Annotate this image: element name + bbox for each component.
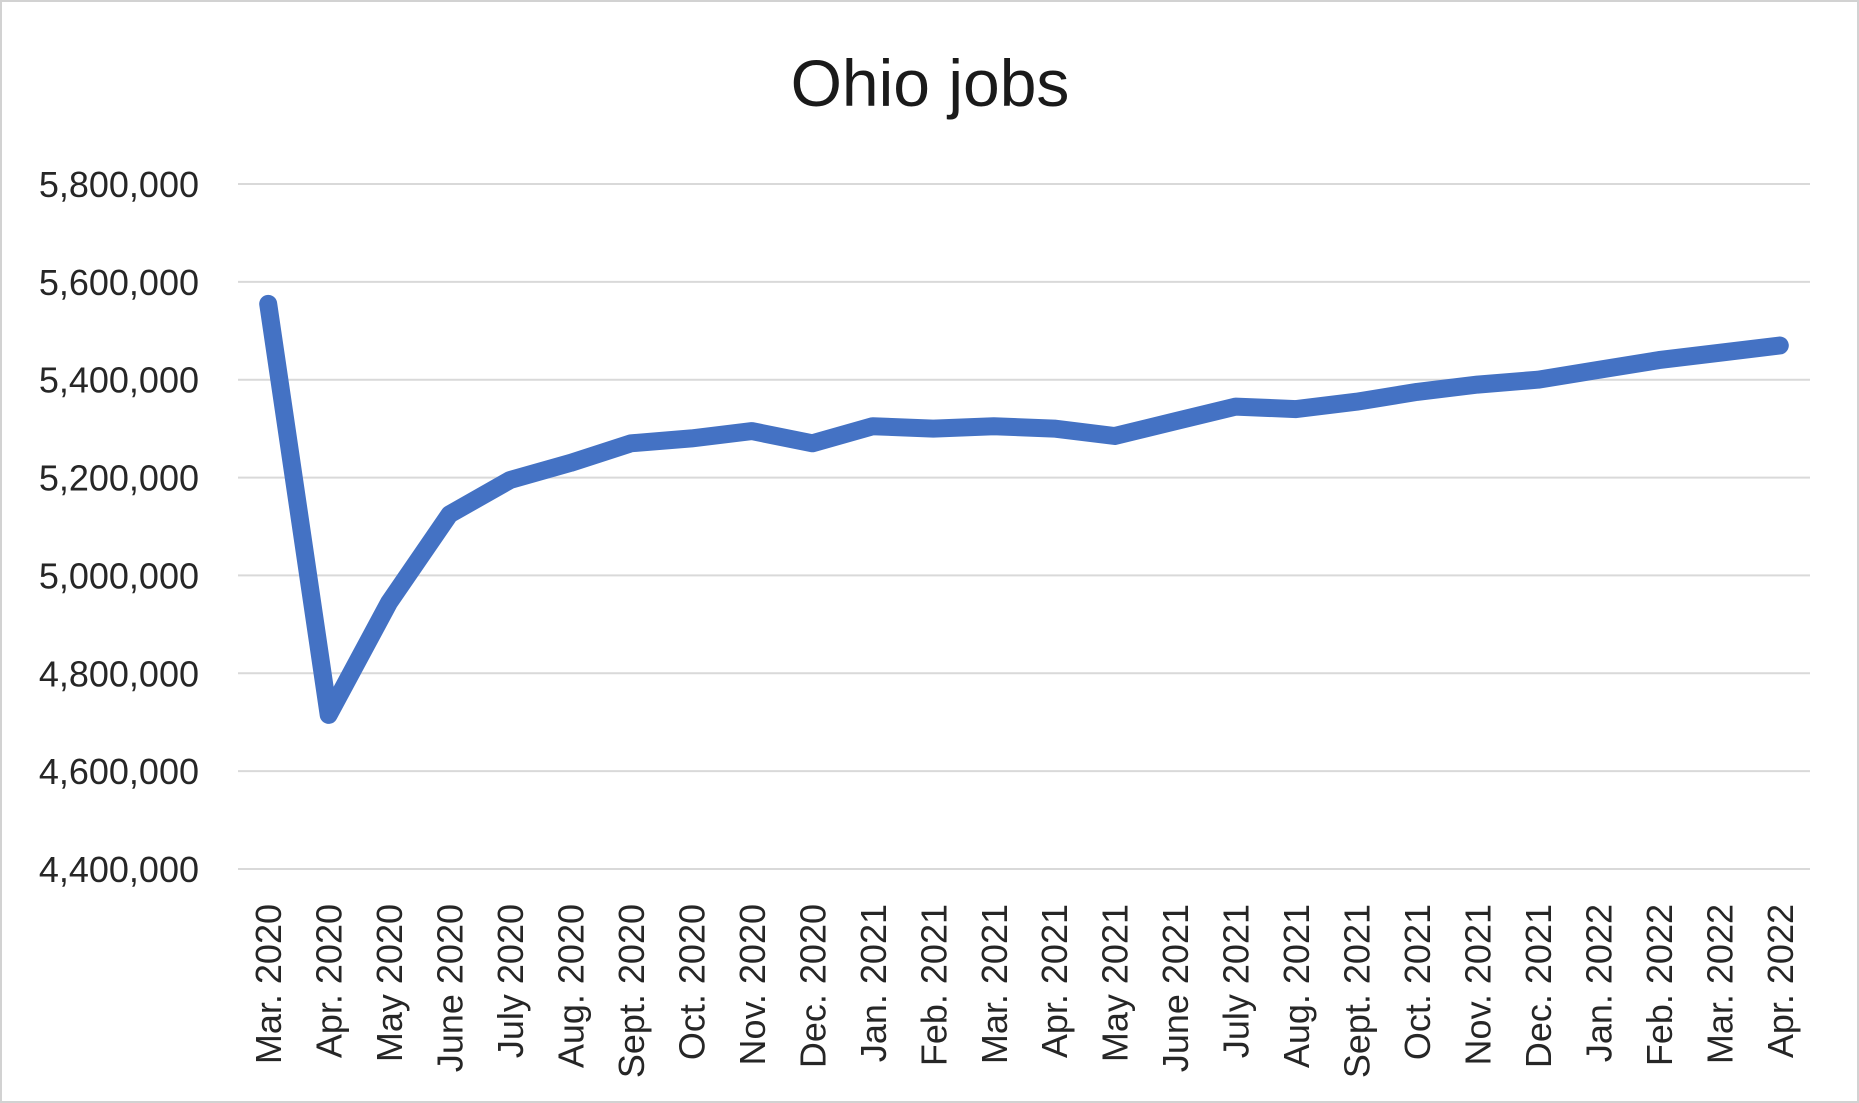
x-axis-tick-label: Nov. 2021 xyxy=(1457,904,1498,1065)
x-axis-tick-label: May 2020 xyxy=(369,904,410,1062)
y-axis-tick-label: 5,200,000 xyxy=(39,458,199,499)
x-axis-tick-label: Dec. 2020 xyxy=(792,904,833,1068)
x-axis-tick-label: Sept. 2021 xyxy=(1337,904,1378,1078)
jobs-trend-line xyxy=(259,294,1789,724)
y-axis-tick-label: 4,400,000 xyxy=(39,849,199,890)
x-axis-tick-label: May 2021 xyxy=(1095,904,1136,1062)
y-axis-tick-label: 4,600,000 xyxy=(39,751,199,792)
x-axis-tick-label: Nov. 2020 xyxy=(732,904,773,1065)
x-axis-tick-label: Dec. 2021 xyxy=(1518,904,1559,1068)
x-axis-tick-label: Sept. 2020 xyxy=(611,904,652,1078)
x-axis-tick-label: Apr. 2020 xyxy=(309,904,350,1058)
x-axis-tick-label: June 2021 xyxy=(1155,904,1196,1072)
x-axis-tick-label: Aug. 2020 xyxy=(551,904,592,1068)
gridlines-layer xyxy=(238,183,1810,870)
y-axis-tick-label: 4,800,000 xyxy=(39,653,199,694)
x-axis-tick-label: June 2020 xyxy=(430,904,471,1072)
x-axis-tick-labels: Mar. 2020 Apr. 2020 May 2020 June 2020 July … xyxy=(248,904,1801,1078)
x-axis-tick-label: July 2020 xyxy=(490,904,531,1058)
x-axis-tick-label: Oct. 2021 xyxy=(1397,904,1438,1060)
y-axis-tick-label: 5,000,000 xyxy=(39,555,199,596)
x-axis-tick-label: Feb. 2021 xyxy=(913,904,954,1066)
x-axis-tick-label: Jan. 2021 xyxy=(853,904,894,1062)
x-axis-tick-label: Apr. 2022 xyxy=(1760,904,1801,1058)
x-axis-tick-label: July 2021 xyxy=(1216,904,1257,1058)
y-axis-tick-label: 5,800,000 xyxy=(39,164,199,205)
chart-title: Ohio jobs xyxy=(791,46,1070,120)
x-axis-tick-label: Jan. 2022 xyxy=(1578,904,1619,1062)
y-axis-tick-label: 5,600,000 xyxy=(39,262,199,303)
x-axis-tick-label: Aug. 2021 xyxy=(1276,904,1317,1068)
series-layer xyxy=(259,294,1789,724)
x-axis-tick-label: Feb. 2022 xyxy=(1639,904,1680,1066)
x-axis-tick-label: Mar. 2021 xyxy=(974,904,1015,1064)
x-axis-tick-label: Mar. 2020 xyxy=(248,904,289,1064)
x-axis-tick-label: Mar. 2022 xyxy=(1699,904,1740,1064)
x-axis-tick-label: Oct. 2020 xyxy=(671,904,712,1060)
y-axis-tick-label: 5,400,000 xyxy=(39,360,199,401)
x-axis-tick-label: Apr. 2021 xyxy=(1034,904,1075,1058)
y-axis-tick-labels: 4,400,000 4,600,000 4,800,000 5,000,000 5,20… xyxy=(39,164,199,890)
